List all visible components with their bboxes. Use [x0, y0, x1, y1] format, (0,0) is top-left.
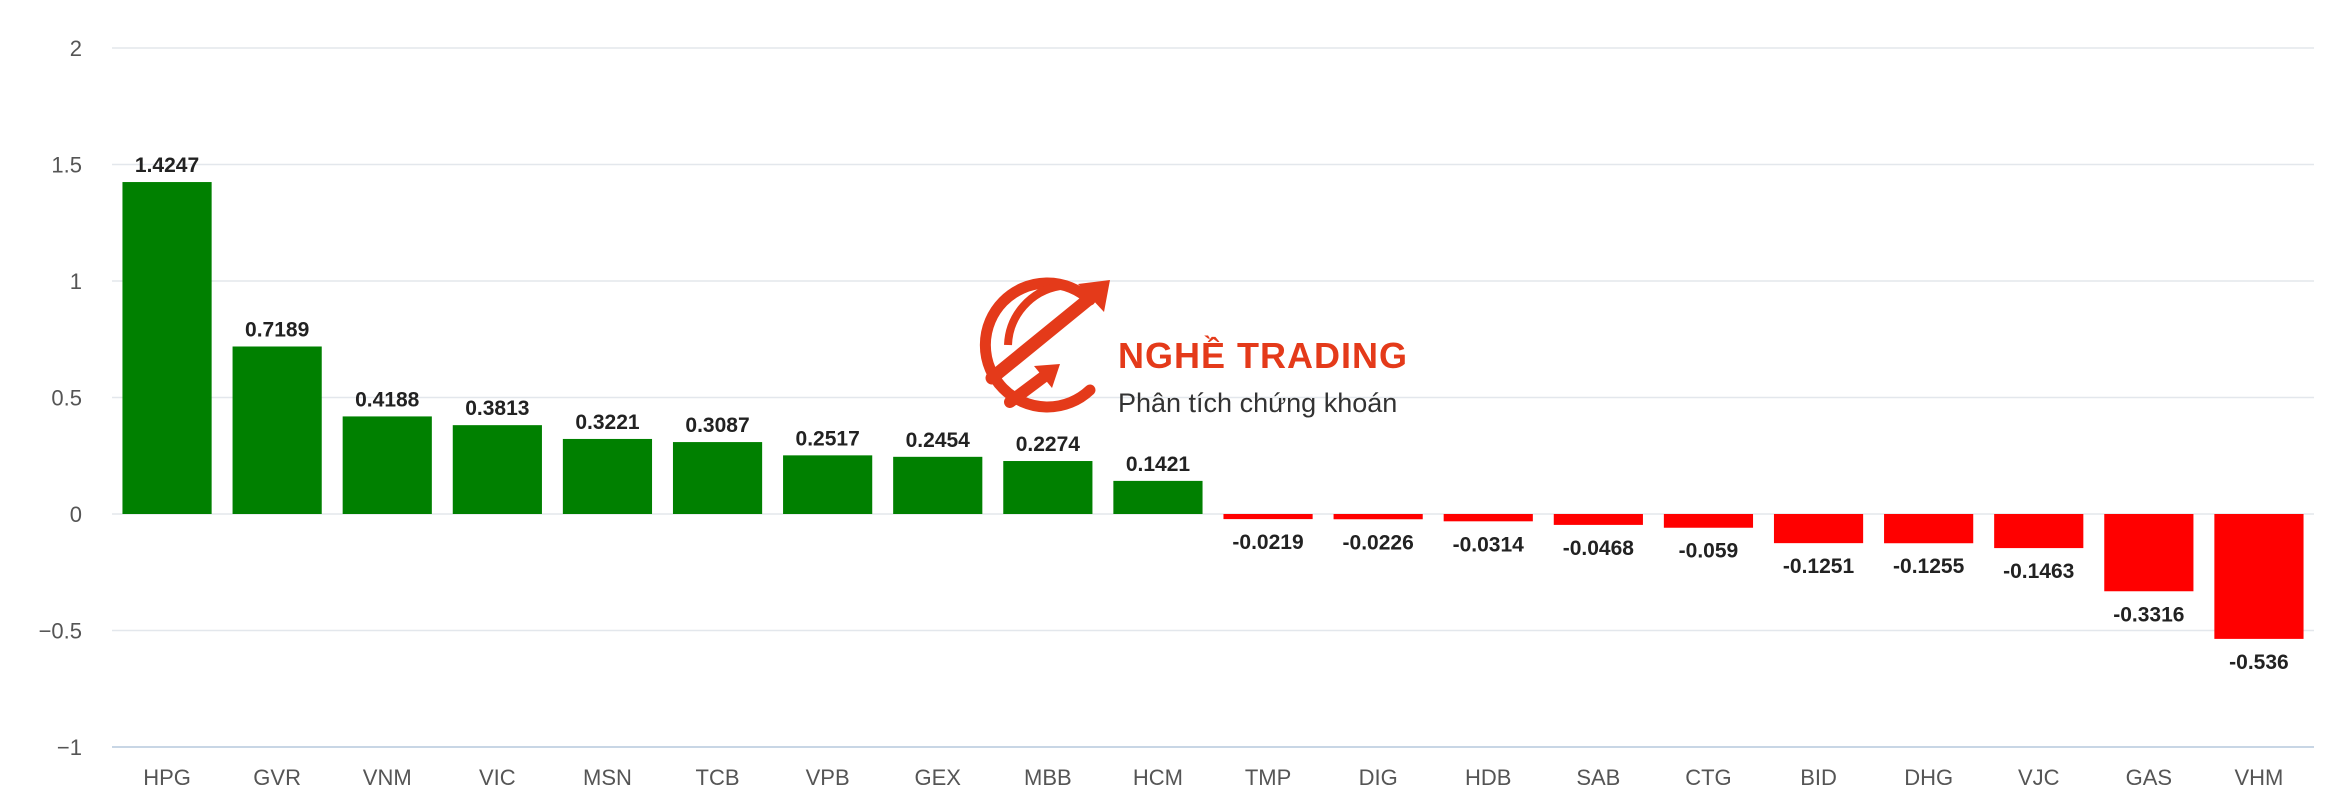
- bar-vpb: [783, 455, 873, 514]
- watermark-logo: NGHỀ TRADING Phân tích chứng khoán: [979, 277, 1408, 418]
- bar-dhg: [1884, 514, 1974, 544]
- data-label: -0.0226: [1343, 531, 1414, 554]
- data-label: -0.0468: [1563, 537, 1635, 560]
- x-tick-label: GVR: [253, 765, 301, 790]
- x-tick-label: DHG: [1904, 765, 1953, 790]
- data-label: 0.2517: [796, 427, 860, 450]
- data-label: -0.1255: [1893, 555, 1965, 578]
- data-label: -0.0314: [1453, 533, 1525, 556]
- data-label: 0.2274: [1016, 433, 1081, 456]
- data-label: 0.3087: [685, 414, 749, 437]
- bar-msn: [562, 438, 653, 514]
- data-label: -0.1463: [2003, 560, 2074, 583]
- y-tick-label: 1: [70, 269, 82, 294]
- x-tick-label: GEX: [915, 765, 962, 790]
- data-label: 0.3813: [465, 397, 529, 420]
- logo-title: NGHỀ TRADING: [1118, 335, 1408, 376]
- data-label: 0.1421: [1126, 453, 1191, 476]
- x-tick-label: HDB: [1465, 765, 1511, 790]
- data-label: -0.536: [2229, 651, 2289, 674]
- y-tick-label: 0: [70, 502, 82, 527]
- x-tick-label: HPG: [143, 765, 191, 790]
- bars: [122, 182, 2304, 639]
- data-label: -0.1251: [1783, 555, 1855, 578]
- y-axis-ticks: 2 1.5 1 0.5 0 −0.5 −1: [39, 36, 82, 760]
- x-tick-label: GAS: [2126, 765, 2172, 790]
- bar-tcb: [672, 442, 763, 514]
- y-tick-label: 1.5: [51, 153, 82, 178]
- y-tick-label: 0.5: [51, 386, 82, 411]
- bar-vnm: [342, 416, 432, 514]
- x-axis-labels: HPG GVR VNM VIC MSN TCB VPB GEX MBB HCM TMP DIG HDB S…: [143, 765, 2283, 790]
- data-label: 1.4247: [135, 154, 199, 177]
- bar-vhm: [2214, 514, 2304, 639]
- x-tick-label: VIC: [479, 765, 516, 790]
- logo-subtitle: Phân tích chứng khoán: [1118, 388, 1397, 418]
- x-tick-label: VNM: [363, 765, 412, 790]
- data-label: -0.0219: [1232, 531, 1303, 554]
- bar-ctg: [1663, 514, 1754, 528]
- bar-mbb: [1003, 461, 1093, 514]
- bar-gex: [893, 456, 983, 514]
- y-tick-label: 2: [70, 36, 82, 61]
- bar-tmp: [1223, 514, 1313, 520]
- x-tick-label: TCB: [696, 765, 740, 790]
- data-label: 0.7189: [245, 318, 309, 341]
- data-labels: 1.4247 0.7189 0.4188 0.3813 0.3221 0.3087 0.25…: [135, 154, 2289, 674]
- data-label: 0.2454: [906, 429, 971, 452]
- bar-bid: [1773, 514, 1864, 544]
- x-tick-label: DIG: [1359, 765, 1398, 790]
- trading-arrows-icon: [979, 277, 1110, 413]
- x-tick-label: HCM: [1133, 765, 1183, 790]
- x-tick-label: VHM: [2235, 765, 2284, 790]
- x-tick-label: SAB: [1576, 765, 1620, 790]
- x-tick-label: VPB: [806, 765, 850, 790]
- y-tick-label: −0.5: [39, 619, 82, 644]
- bar-hdb: [1443, 514, 1533, 522]
- x-tick-label: BID: [1800, 765, 1837, 790]
- x-tick-label: MSN: [583, 765, 632, 790]
- data-label: 0.3221: [575, 411, 640, 434]
- x-tick-label: VJC: [2018, 765, 2060, 790]
- data-label: 0.4188: [355, 388, 420, 411]
- x-tick-label: TMP: [1245, 765, 1291, 790]
- bar-gvr: [232, 346, 322, 514]
- bar-vjc: [1994, 514, 2084, 549]
- x-tick-label: MBB: [1024, 765, 1072, 790]
- bar-vic: [452, 425, 542, 514]
- data-label: -0.3316: [2113, 603, 2184, 626]
- bar-hcm: [1113, 480, 1203, 514]
- bar-gas: [2104, 514, 2194, 592]
- bar-dig: [1333, 514, 1423, 520]
- bar-hpg: [122, 182, 212, 514]
- data-label: -0.059: [1679, 540, 1739, 563]
- y-tick-label: −1: [57, 735, 82, 760]
- bar-sab: [1553, 514, 1643, 525]
- x-tick-label: CTG: [1685, 765, 1731, 790]
